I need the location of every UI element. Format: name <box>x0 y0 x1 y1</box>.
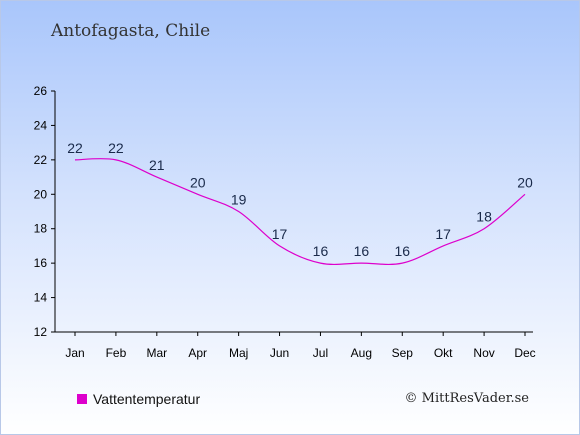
x-ticks: Jan Feb Mar Apr Maj Jun Jul Aug Sep Okt Nov Dec <box>65 332 536 360</box>
x-tick-label: Jan <box>65 346 84 360</box>
x-tick-label: Jun <box>270 346 289 360</box>
axes <box>54 91 533 333</box>
data-label: 22 <box>67 140 83 156</box>
data-label: 22 <box>108 140 124 156</box>
data-label: 16 <box>313 243 329 259</box>
y-tick-label: 14 <box>34 291 48 305</box>
legend-label: Vattentemperatur <box>93 391 201 407</box>
data-label: 21 <box>149 157 165 173</box>
y-tick-label: 26 <box>34 84 48 98</box>
data-label: 19 <box>231 192 247 208</box>
x-tick-label: Sep <box>392 346 414 360</box>
y-tick-label: 20 <box>34 187 48 201</box>
data-label: 20 <box>517 174 533 190</box>
x-tick-label: Okt <box>434 346 453 360</box>
credit-text: © MittResVader.se <box>404 391 529 406</box>
series-line <box>74 157 526 266</box>
y-tick-label: 12 <box>34 325 48 339</box>
data-label: 16 <box>354 243 370 259</box>
x-tick-label: Mar <box>146 346 167 360</box>
x-tick-label: Dec <box>514 346 535 360</box>
y-tick-label: 24 <box>34 118 48 132</box>
chart-title: Antofagasta, Chile <box>51 21 211 41</box>
x-tick-label: Feb <box>106 346 127 360</box>
x-tick-label: Aug <box>351 346 372 360</box>
x-tick-label: Maj <box>229 346 248 360</box>
data-label: 18 <box>476 209 492 225</box>
y-tick-label: 18 <box>34 222 48 236</box>
data-labels: 22 22 21 20 19 17 16 16 16 17 18 20 <box>67 140 533 259</box>
data-label: 17 <box>435 226 451 242</box>
data-label: 16 <box>394 243 410 259</box>
x-tick-label: Apr <box>188 346 207 360</box>
y-tick-label: 22 <box>34 153 48 167</box>
y-ticks: 12 14 16 18 20 22 24 26 <box>34 84 55 339</box>
legend: Vattentemperatur <box>77 391 200 407</box>
data-label: 17 <box>272 226 288 242</box>
legend-swatch <box>77 394 87 404</box>
x-tick-label: Nov <box>473 346 494 360</box>
x-tick-label: Jul <box>313 346 328 360</box>
data-label: 20 <box>190 174 206 190</box>
y-tick-label: 16 <box>34 256 48 270</box>
